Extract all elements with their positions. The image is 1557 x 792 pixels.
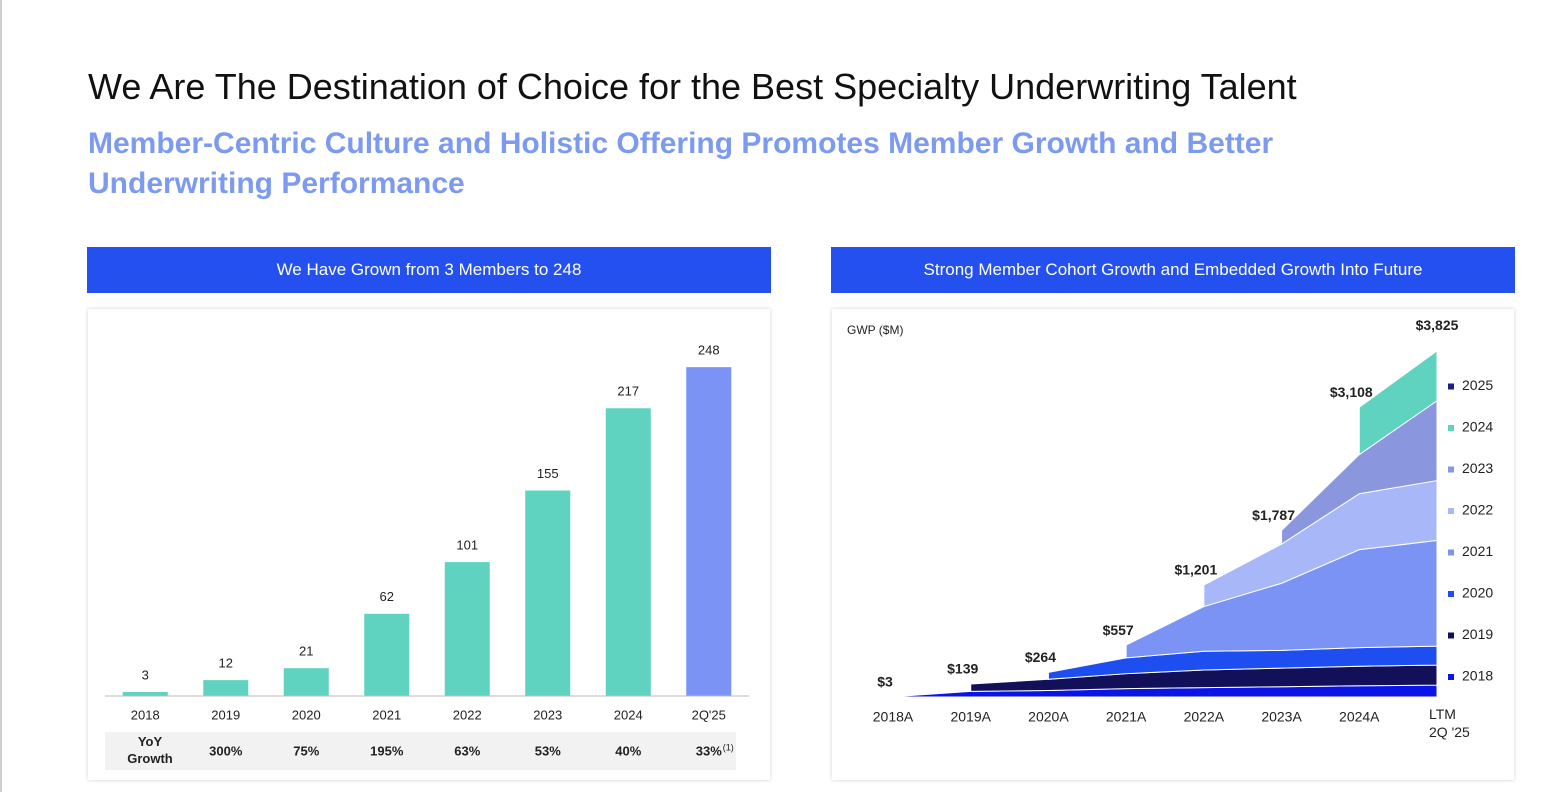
value-label: 217 bbox=[617, 384, 639, 399]
growth-value: 63% bbox=[454, 743, 480, 758]
x-tick-label: 2021A bbox=[1106, 709, 1147, 725]
legend-swatch bbox=[1448, 508, 1454, 514]
x-tick-label: LTM 2Q '25 bbox=[1429, 706, 1470, 740]
growth-value: 53% bbox=[535, 743, 561, 758]
value-label: 3 bbox=[142, 667, 149, 682]
legend-label: 2021 bbox=[1462, 543, 1493, 559]
x-tick-label: 2018A bbox=[873, 709, 914, 725]
y-axis-label: GWP ($M) bbox=[847, 323, 903, 337]
x-tick-label: 2023 bbox=[533, 707, 562, 722]
legend-swatch bbox=[1448, 549, 1454, 556]
x-tick-label: 2020A bbox=[1028, 709, 1069, 725]
panel bbox=[88, 309, 770, 780]
x-tick-label: 2Q'25 bbox=[692, 707, 726, 722]
legend-swatch bbox=[1448, 466, 1454, 473]
legend-swatch bbox=[1448, 632, 1454, 639]
value-label: 12 bbox=[219, 656, 233, 671]
total-label: $3,825 bbox=[1416, 317, 1459, 333]
legend-label: 2018 bbox=[1462, 668, 1493, 684]
legend-label: 2020 bbox=[1462, 585, 1493, 601]
area bbox=[1358, 349, 1438, 456]
growth-value: 33% bbox=[696, 743, 722, 758]
title: We Are The Destination of Choice for the… bbox=[88, 66, 1297, 107]
legend-label: 2025 bbox=[1462, 377, 1493, 393]
bar bbox=[364, 613, 410, 696]
x-tick-label: 2021 bbox=[372, 707, 401, 722]
x-tick-label: 2018 bbox=[131, 707, 160, 722]
value-label: 155 bbox=[537, 466, 559, 481]
growth-value: 75% bbox=[293, 743, 319, 758]
chart-header: We Have Grown from 3 Members to 248 bbox=[87, 247, 771, 293]
x-tick-label: 2020 bbox=[292, 707, 321, 722]
x-tick-label: 2019A bbox=[950, 709, 991, 725]
legend-label: 2024 bbox=[1462, 419, 1493, 435]
legend-label: 2022 bbox=[1462, 502, 1493, 518]
total-label: $139 bbox=[947, 661, 978, 677]
edge bbox=[0, 0, 2, 792]
x-tick-label: 2019 bbox=[211, 707, 240, 722]
total-label: $1,201 bbox=[1174, 562, 1217, 578]
growth-label: YoY Growth bbox=[127, 734, 173, 766]
bar bbox=[203, 680, 249, 696]
total-label: $557 bbox=[1103, 622, 1134, 638]
x-tick-label: 2024A bbox=[1339, 709, 1380, 725]
bar bbox=[122, 692, 168, 696]
value-label: 21 bbox=[299, 644, 313, 659]
growth-note: (1) bbox=[723, 742, 734, 752]
value-label: 101 bbox=[456, 538, 478, 553]
x-tick-label: 2024 bbox=[614, 707, 643, 722]
growth-value: 40% bbox=[615, 743, 641, 758]
total-label: $3 bbox=[877, 673, 893, 689]
bar bbox=[686, 367, 732, 696]
growth-value: 195% bbox=[370, 743, 404, 758]
legend-swatch bbox=[1448, 383, 1454, 390]
legend-swatch bbox=[1448, 591, 1454, 597]
x-tick-label: 2023A bbox=[1261, 709, 1302, 725]
x-tick-label: 2022 bbox=[453, 707, 482, 722]
value-label: 248 bbox=[698, 343, 720, 358]
legend-label: 2023 bbox=[1462, 460, 1493, 476]
bar bbox=[605, 408, 651, 696]
legend-swatch bbox=[1448, 674, 1454, 680]
subtitle: Member-Centric Culture and Holistic Offe… bbox=[88, 127, 1274, 200]
value-label: 62 bbox=[380, 589, 394, 604]
total-label: $1,787 bbox=[1252, 507, 1295, 523]
total-label: $3,108 bbox=[1330, 384, 1373, 400]
growth-row bbox=[105, 732, 736, 770]
bar bbox=[444, 562, 490, 696]
x-tick-label: 2022A bbox=[1184, 709, 1225, 725]
growth-value: 300% bbox=[209, 743, 243, 758]
total-label: $264 bbox=[1025, 649, 1056, 665]
bar bbox=[283, 668, 329, 696]
bar bbox=[525, 490, 571, 696]
legend-label: 2019 bbox=[1462, 626, 1493, 642]
legend-swatch bbox=[1448, 425, 1454, 431]
chart-header: Strong Member Cohort Growth and Embedded… bbox=[831, 247, 1515, 293]
